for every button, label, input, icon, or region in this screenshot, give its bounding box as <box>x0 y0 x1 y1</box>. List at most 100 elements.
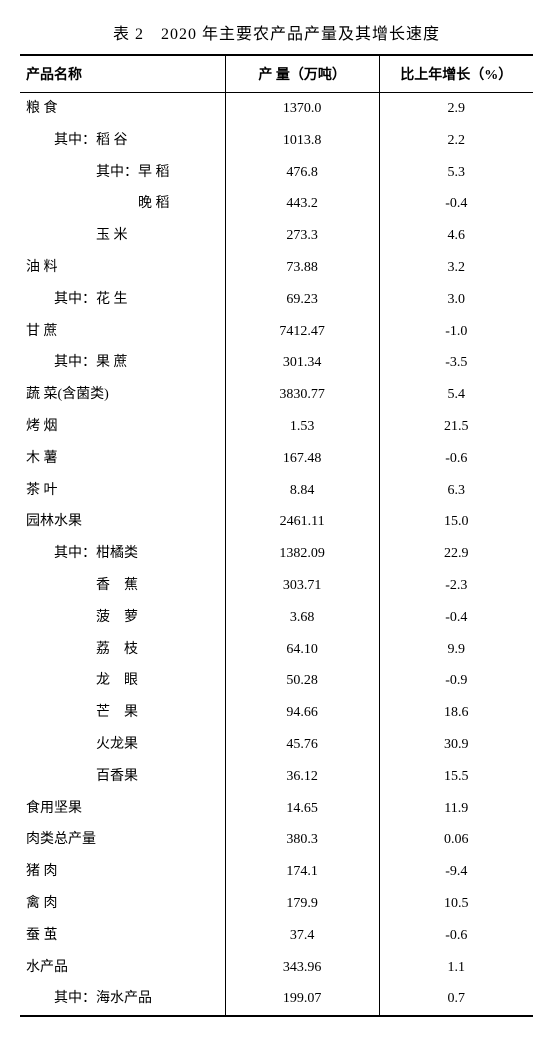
growth-cell: 18.6 <box>379 697 533 729</box>
table-row: 肉类总产量380.30.06 <box>20 824 533 856</box>
product-name-cell: 其中：早 稻 <box>20 157 225 189</box>
product-name-cell: 其中：果 蔗 <box>20 347 225 379</box>
table-row: 茶 叶8.846.3 <box>20 475 533 507</box>
table-row: 芒 果94.6618.6 <box>20 697 533 729</box>
output-cell: 1.53 <box>225 411 379 443</box>
table-row: 其中：海水产品199.070.7 <box>20 983 533 1016</box>
output-cell: 443.2 <box>225 188 379 220</box>
agri-products-table: 产品名称 产 量（万吨） 比上年增长（%） 粮 食1370.02.9 其中：稻 … <box>20 54 533 1017</box>
table-header-row: 产品名称 产 量（万吨） 比上年增长（%） <box>20 55 533 93</box>
product-name-cell: 芒 果 <box>20 697 225 729</box>
header-product-name: 产品名称 <box>20 55 225 93</box>
product-name-cell: 玉 米 <box>20 220 225 252</box>
output-cell: 273.3 <box>225 220 379 252</box>
product-name-cell: 其中：柑橘类 <box>20 538 225 570</box>
table-row: 其中：果 蔗301.34-3.5 <box>20 347 533 379</box>
growth-cell: -0.6 <box>379 920 533 952</box>
product-name-cell: 其中：花 生 <box>20 284 225 316</box>
output-cell: 343.96 <box>225 952 379 984</box>
table-row: 蚕 茧37.4-0.6 <box>20 920 533 952</box>
product-name-cell: 火龙果 <box>20 729 225 761</box>
output-cell: 73.88 <box>225 252 379 284</box>
growth-cell: 3.2 <box>379 252 533 284</box>
growth-cell: 30.9 <box>379 729 533 761</box>
table-row: 其中：花 生69.233.0 <box>20 284 533 316</box>
product-name-cell: 蚕 茧 <box>20 920 225 952</box>
output-cell: 94.66 <box>225 697 379 729</box>
growth-cell: 21.5 <box>379 411 533 443</box>
output-cell: 1370.0 <box>225 93 379 125</box>
table-row: 百香果36.1215.5 <box>20 761 533 793</box>
output-cell: 3830.77 <box>225 379 379 411</box>
table-row: 粮 食1370.02.9 <box>20 93 533 125</box>
growth-cell: 6.3 <box>379 475 533 507</box>
product-name-cell: 百香果 <box>20 761 225 793</box>
growth-cell: 22.9 <box>379 538 533 570</box>
table-row: 猪 肉174.1-9.4 <box>20 856 533 888</box>
table-row: 香 蕉303.71-2.3 <box>20 570 533 602</box>
growth-cell: 0.7 <box>379 983 533 1016</box>
product-name-cell: 肉类总产量 <box>20 824 225 856</box>
product-name-cell: 茶 叶 <box>20 475 225 507</box>
header-output: 产 量（万吨） <box>225 55 379 93</box>
table-row: 其中：柑橘类1382.0922.9 <box>20 538 533 570</box>
output-cell: 64.10 <box>225 634 379 666</box>
table-row: 其中：早 稻476.85.3 <box>20 157 533 189</box>
product-name-cell: 木 薯 <box>20 443 225 475</box>
output-cell: 380.3 <box>225 824 379 856</box>
product-name-cell: 禽 肉 <box>20 888 225 920</box>
growth-cell: 0.06 <box>379 824 533 856</box>
output-cell: 1013.8 <box>225 125 379 157</box>
output-cell: 14.65 <box>225 793 379 825</box>
table-title: 表 2 2020 年主要农产品产量及其增长速度 <box>20 20 533 44</box>
table-row: 园林水果2461.1115.0 <box>20 506 533 538</box>
output-cell: 8.84 <box>225 475 379 507</box>
growth-cell: 2.9 <box>379 93 533 125</box>
growth-cell: 3.0 <box>379 284 533 316</box>
table-row: 蔬 菜(含菌类)3830.775.4 <box>20 379 533 411</box>
growth-cell: 5.4 <box>379 379 533 411</box>
product-name-cell: 其中：稻 谷 <box>20 125 225 157</box>
product-name-cell: 荔 枝 <box>20 634 225 666</box>
output-cell: 69.23 <box>225 284 379 316</box>
product-name-cell: 烤 烟 <box>20 411 225 443</box>
product-name-cell: 油 料 <box>20 252 225 284</box>
output-cell: 3.68 <box>225 602 379 634</box>
output-cell: 37.4 <box>225 920 379 952</box>
product-name-cell: 菠 萝 <box>20 602 225 634</box>
output-cell: 476.8 <box>225 157 379 189</box>
output-cell: 174.1 <box>225 856 379 888</box>
table-row: 禽 肉179.910.5 <box>20 888 533 920</box>
output-cell: 50.28 <box>225 665 379 697</box>
product-name-cell: 猪 肉 <box>20 856 225 888</box>
table-row: 油 料73.883.2 <box>20 252 533 284</box>
output-cell: 36.12 <box>225 761 379 793</box>
product-name-cell: 香 蕉 <box>20 570 225 602</box>
growth-cell: -0.4 <box>379 602 533 634</box>
output-cell: 2461.11 <box>225 506 379 538</box>
product-name-cell: 园林水果 <box>20 506 225 538</box>
table-row: 荔 枝64.109.9 <box>20 634 533 666</box>
table-row: 晚 稻443.2-0.4 <box>20 188 533 220</box>
output-cell: 179.9 <box>225 888 379 920</box>
table-row: 木 薯167.48-0.6 <box>20 443 533 475</box>
growth-cell: 10.5 <box>379 888 533 920</box>
growth-cell: 9.9 <box>379 634 533 666</box>
output-cell: 45.76 <box>225 729 379 761</box>
growth-cell: -0.9 <box>379 665 533 697</box>
output-cell: 7412.47 <box>225 316 379 348</box>
growth-cell: 4.6 <box>379 220 533 252</box>
table-row: 龙 眼50.28-0.9 <box>20 665 533 697</box>
growth-cell: 5.3 <box>379 157 533 189</box>
table-row: 烤 烟1.5321.5 <box>20 411 533 443</box>
product-name-cell: 其中：海水产品 <box>20 983 225 1016</box>
product-name-cell: 水产品 <box>20 952 225 984</box>
output-cell: 167.48 <box>225 443 379 475</box>
table-row: 玉 米273.34.6 <box>20 220 533 252</box>
product-name-cell: 晚 稻 <box>20 188 225 220</box>
table-row: 水产品343.961.1 <box>20 952 533 984</box>
table-row: 菠 萝3.68-0.4 <box>20 602 533 634</box>
growth-cell: 2.2 <box>379 125 533 157</box>
product-name-cell: 甘 蔗 <box>20 316 225 348</box>
header-growth: 比上年增长（%） <box>379 55 533 93</box>
